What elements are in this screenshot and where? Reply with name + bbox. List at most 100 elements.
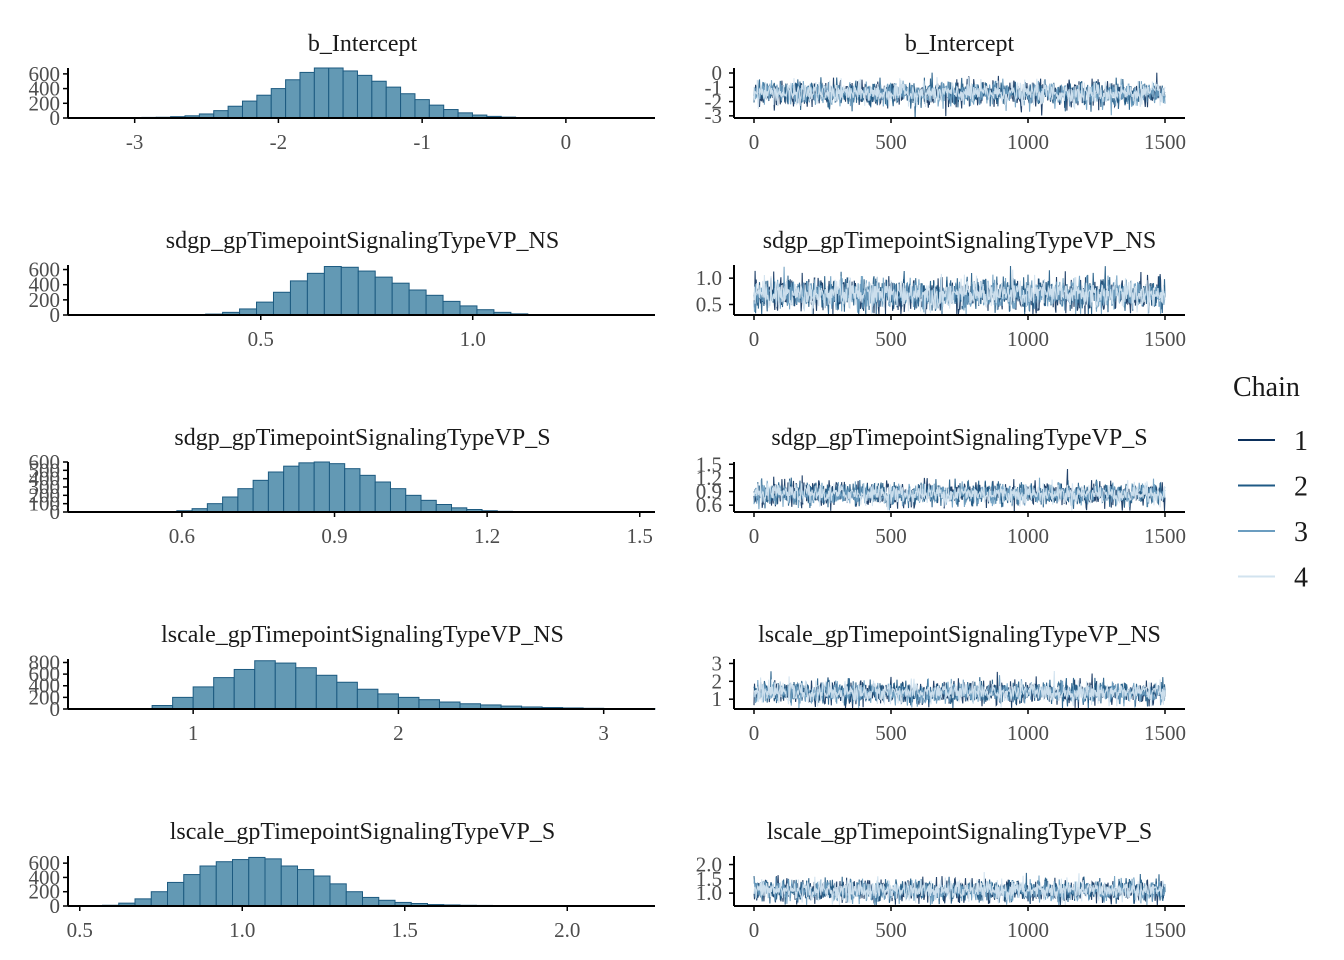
x-tick-label: 0 [749, 918, 760, 942]
histogram-bar [405, 494, 422, 513]
histogram-bar [237, 488, 254, 513]
x-tick-label: 0 [749, 130, 760, 154]
trace-title-group: lscale_gpTimepointSignalingTypeVP_S [767, 819, 1152, 845]
histogram-bar [270, 88, 287, 119]
legend-label: 4 [1294, 563, 1308, 594]
trace-line-chain-4 [753, 670, 1166, 708]
y-tick-label: 0 [50, 500, 61, 524]
y-tick-label: 0.6 [696, 493, 722, 517]
histogram-bar [371, 80, 387, 119]
x-tick-label: 0 [749, 524, 760, 548]
histogram-bar [150, 891, 168, 907]
histogram-bar [356, 74, 373, 119]
histogram-bar [192, 686, 215, 710]
panels: b_Intercept-3 -2 -1 00200400600sdgp_gpTimep… [29, 31, 1187, 942]
histogram-bar [356, 688, 379, 710]
histogram-bar [206, 503, 224, 513]
trace-lines [753, 468, 1166, 512]
histogram-bar [340, 266, 359, 316]
y-tick-label: 100 [29, 492, 61, 516]
trace-panel-4: lscale_gpTimepointSignalingTypeVP_NS 0 500… [712, 622, 1187, 745]
histogram-bar [362, 896, 380, 907]
x-tick-label: 1500 [1144, 918, 1186, 942]
panel-title: sdgp_gpTimepointSignalingTypeVP_S [771, 425, 1147, 451]
histogram-bar [295, 667, 317, 710]
histogram-bar [438, 701, 461, 710]
histogram-bar [256, 94, 272, 119]
trace-line-chain-4 [753, 269, 1166, 315]
trace-lines [753, 265, 1166, 315]
y-tick-label: 200 [29, 91, 61, 115]
y-tick-label: 1.5 [696, 867, 722, 891]
trace-panel-3: sdgp_gpTimepointSignalingTypeVP_S 0 500 100… [696, 425, 1186, 548]
histogram-bar [248, 856, 266, 907]
x-tick-label: 1.0 [460, 327, 486, 351]
x-tick-label: 1500 [1144, 327, 1186, 351]
x-tick-label: 1000 [1007, 327, 1049, 351]
y-tick-label: 2 [712, 669, 723, 693]
y-tick-label: 0 [50, 697, 61, 721]
x-tick-label: 1000 [1007, 918, 1049, 942]
legend-item-chain-2: 2 [1238, 472, 1308, 503]
legend-label: 2 [1294, 472, 1308, 503]
histogram-bar [227, 105, 243, 119]
x-tick-label: 1.2 [474, 524, 500, 548]
x-tick-label: 500 [875, 130, 907, 154]
histogram-bar [442, 300, 461, 316]
legend-item-chain-1: 1 [1238, 426, 1308, 457]
histogram-bar [199, 865, 217, 907]
y-tick-label: 600 [29, 258, 61, 282]
histogram-bars [85, 856, 607, 907]
histogram-bar [414, 99, 430, 119]
histogram-bars [69, 67, 588, 119]
trace-line-chain-3 [753, 78, 1166, 116]
x-tick-label: 500 [875, 524, 907, 548]
y-tick-label: 600 [29, 851, 61, 875]
y-tick-label: 300 [29, 475, 61, 499]
x-tick-label: 0 [749, 327, 760, 351]
y-tick-label: -3 [705, 104, 723, 128]
trace-title-group: lscale_gpTimepointSignalingTypeVP_NS [758, 622, 1161, 648]
histogram-bar [213, 677, 235, 710]
histogram-bar [400, 93, 416, 119]
x-tick-label: 2.0 [554, 918, 580, 942]
histogram-panel-2: sdgp_gpTimepointSignalingTypeVP_NS 0.5 1.0… [29, 228, 655, 351]
histogram-bar [252, 479, 269, 513]
y-tick-label: 800 [29, 650, 61, 674]
histogram-bar [357, 270, 376, 316]
x-tick-label: 0 [561, 130, 572, 154]
y-tick-label: 400 [29, 77, 61, 101]
histogram-bar [459, 305, 478, 316]
histogram-panel-4: lscale_gpTimepointSignalingTypeVP_NS 1 2 3 0… [29, 622, 656, 745]
x-tick-label: 3 [598, 721, 609, 745]
trace-line-chain-4 [753, 871, 1166, 906]
histogram-bar [254, 660, 276, 710]
y-tick-label: 400 [29, 674, 61, 698]
x-tick-label: 1000 [1007, 130, 1049, 154]
y-tick-label: -1 [705, 75, 723, 99]
histogram-bar [344, 468, 361, 513]
histogram-bar [222, 496, 239, 513]
trace-lines [753, 871, 1166, 906]
trace-title-group: sdgp_gpTimepointSignalingTypeVP_S [771, 425, 1147, 451]
y-tick-label: 0 [50, 106, 61, 130]
trace-lines [753, 72, 1166, 118]
histogram-bar [274, 662, 297, 710]
histogram-bar [315, 674, 338, 710]
histogram-bar [289, 280, 308, 316]
y-tick-label: 200 [29, 483, 61, 507]
histogram-bar [345, 891, 363, 907]
legend-items: 1 2 3 4 [1238, 426, 1308, 594]
histogram-panel-5: lscale_gpTimepointSignalingTypeVP_S 0.5 1.… [29, 819, 655, 942]
histogram-bar [391, 282, 410, 316]
y-tick-label: 3 [712, 651, 723, 675]
histogram-bar [418, 699, 440, 710]
histogram-bar [313, 461, 330, 513]
y-tick-label: 1.0 [696, 881, 722, 905]
histogram-bar [359, 474, 376, 513]
histogram-bar [298, 462, 315, 513]
histogram-bar [167, 881, 185, 907]
y-tick-label: 0 [712, 61, 723, 85]
